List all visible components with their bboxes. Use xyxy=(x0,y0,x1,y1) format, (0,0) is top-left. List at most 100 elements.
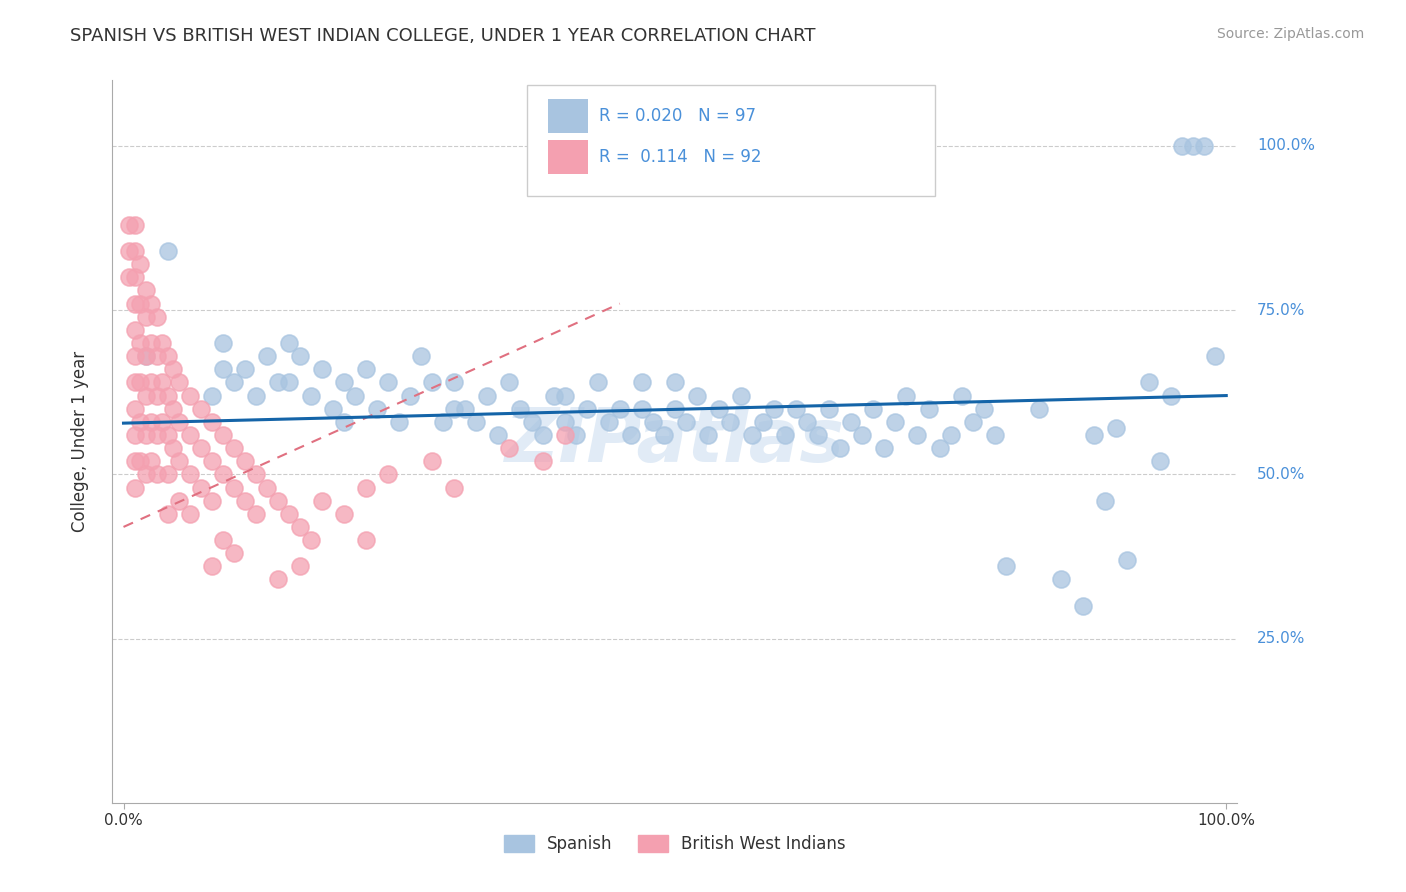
Point xyxy=(135,388,157,402)
Point xyxy=(641,415,664,429)
Point xyxy=(118,244,141,258)
Text: 25.0%: 25.0% xyxy=(1257,632,1305,646)
Legend: Spanish, British West Indians: Spanish, British West Indians xyxy=(498,828,852,860)
Point xyxy=(730,388,752,402)
Point xyxy=(124,349,146,363)
Point xyxy=(118,270,141,285)
Point xyxy=(139,454,162,468)
Point xyxy=(145,428,167,442)
Point xyxy=(509,401,531,416)
Point xyxy=(1204,349,1226,363)
Point xyxy=(851,428,873,442)
Point xyxy=(1116,553,1139,567)
Point xyxy=(773,428,796,442)
Point xyxy=(443,376,465,390)
Point xyxy=(873,441,896,455)
Point xyxy=(162,441,184,455)
Point xyxy=(333,376,356,390)
Text: 100.0%: 100.0% xyxy=(1257,138,1315,153)
Point xyxy=(190,441,212,455)
Point xyxy=(245,467,267,482)
Point xyxy=(145,388,167,402)
Point xyxy=(973,401,995,416)
Point xyxy=(520,415,543,429)
Point xyxy=(288,520,311,534)
Point xyxy=(830,441,852,455)
Point xyxy=(118,218,141,232)
Point xyxy=(531,454,554,468)
Point xyxy=(156,467,179,482)
Point xyxy=(630,401,652,416)
Point xyxy=(983,428,1005,442)
Point xyxy=(477,388,499,402)
Point xyxy=(256,481,278,495)
Point xyxy=(333,507,356,521)
Point xyxy=(139,415,162,429)
Point xyxy=(277,336,299,351)
Point xyxy=(124,454,146,468)
Point xyxy=(454,401,477,416)
Point xyxy=(862,401,884,416)
Text: Source: ZipAtlas.com: Source: ZipAtlas.com xyxy=(1216,27,1364,41)
Point xyxy=(554,388,576,402)
Text: SPANISH VS BRITISH WEST INDIAN COLLEGE, UNDER 1 YEAR CORRELATION CHART: SPANISH VS BRITISH WEST INDIAN COLLEGE, … xyxy=(70,27,815,45)
Text: 50.0%: 50.0% xyxy=(1257,467,1305,482)
Point xyxy=(718,415,741,429)
Point xyxy=(201,388,224,402)
Text: ZIPatlas: ZIPatlas xyxy=(505,405,845,478)
Text: 75.0%: 75.0% xyxy=(1257,302,1305,318)
Point xyxy=(333,415,356,429)
Point xyxy=(554,415,576,429)
Point xyxy=(839,415,862,429)
Point xyxy=(1028,401,1050,416)
Point xyxy=(156,507,179,521)
Point xyxy=(179,428,201,442)
Point xyxy=(156,388,179,402)
Point xyxy=(377,376,399,390)
Point xyxy=(129,336,152,351)
Point xyxy=(543,388,565,402)
Point xyxy=(598,415,620,429)
Point xyxy=(145,349,167,363)
Point xyxy=(411,349,433,363)
Point xyxy=(620,428,643,442)
Point xyxy=(707,401,730,416)
Point xyxy=(928,441,950,455)
Point xyxy=(498,376,520,390)
Point xyxy=(366,401,388,416)
Point xyxy=(1160,388,1182,402)
Point xyxy=(575,401,598,416)
Point xyxy=(190,481,212,495)
Point xyxy=(564,428,586,442)
Point xyxy=(201,493,224,508)
Point xyxy=(288,559,311,574)
Point xyxy=(950,388,973,402)
Point xyxy=(686,388,709,402)
Point xyxy=(311,362,333,376)
Point xyxy=(162,362,184,376)
Point xyxy=(129,296,152,310)
Point xyxy=(1137,376,1160,390)
Point xyxy=(233,493,256,508)
Point xyxy=(763,401,786,416)
Point xyxy=(311,493,333,508)
Point xyxy=(344,388,367,402)
Point xyxy=(162,401,184,416)
Point xyxy=(1083,428,1105,442)
Point xyxy=(135,467,157,482)
Point xyxy=(896,388,918,402)
Point xyxy=(785,401,807,416)
Point xyxy=(124,296,146,310)
Point xyxy=(630,376,652,390)
Point xyxy=(124,428,146,442)
Point xyxy=(211,336,233,351)
Point xyxy=(388,415,411,429)
Point xyxy=(129,376,152,390)
Point xyxy=(150,336,173,351)
Point xyxy=(222,376,245,390)
Point xyxy=(1149,454,1171,468)
Point xyxy=(498,441,520,455)
Point xyxy=(807,428,830,442)
Point xyxy=(245,507,267,521)
Point xyxy=(664,401,686,416)
